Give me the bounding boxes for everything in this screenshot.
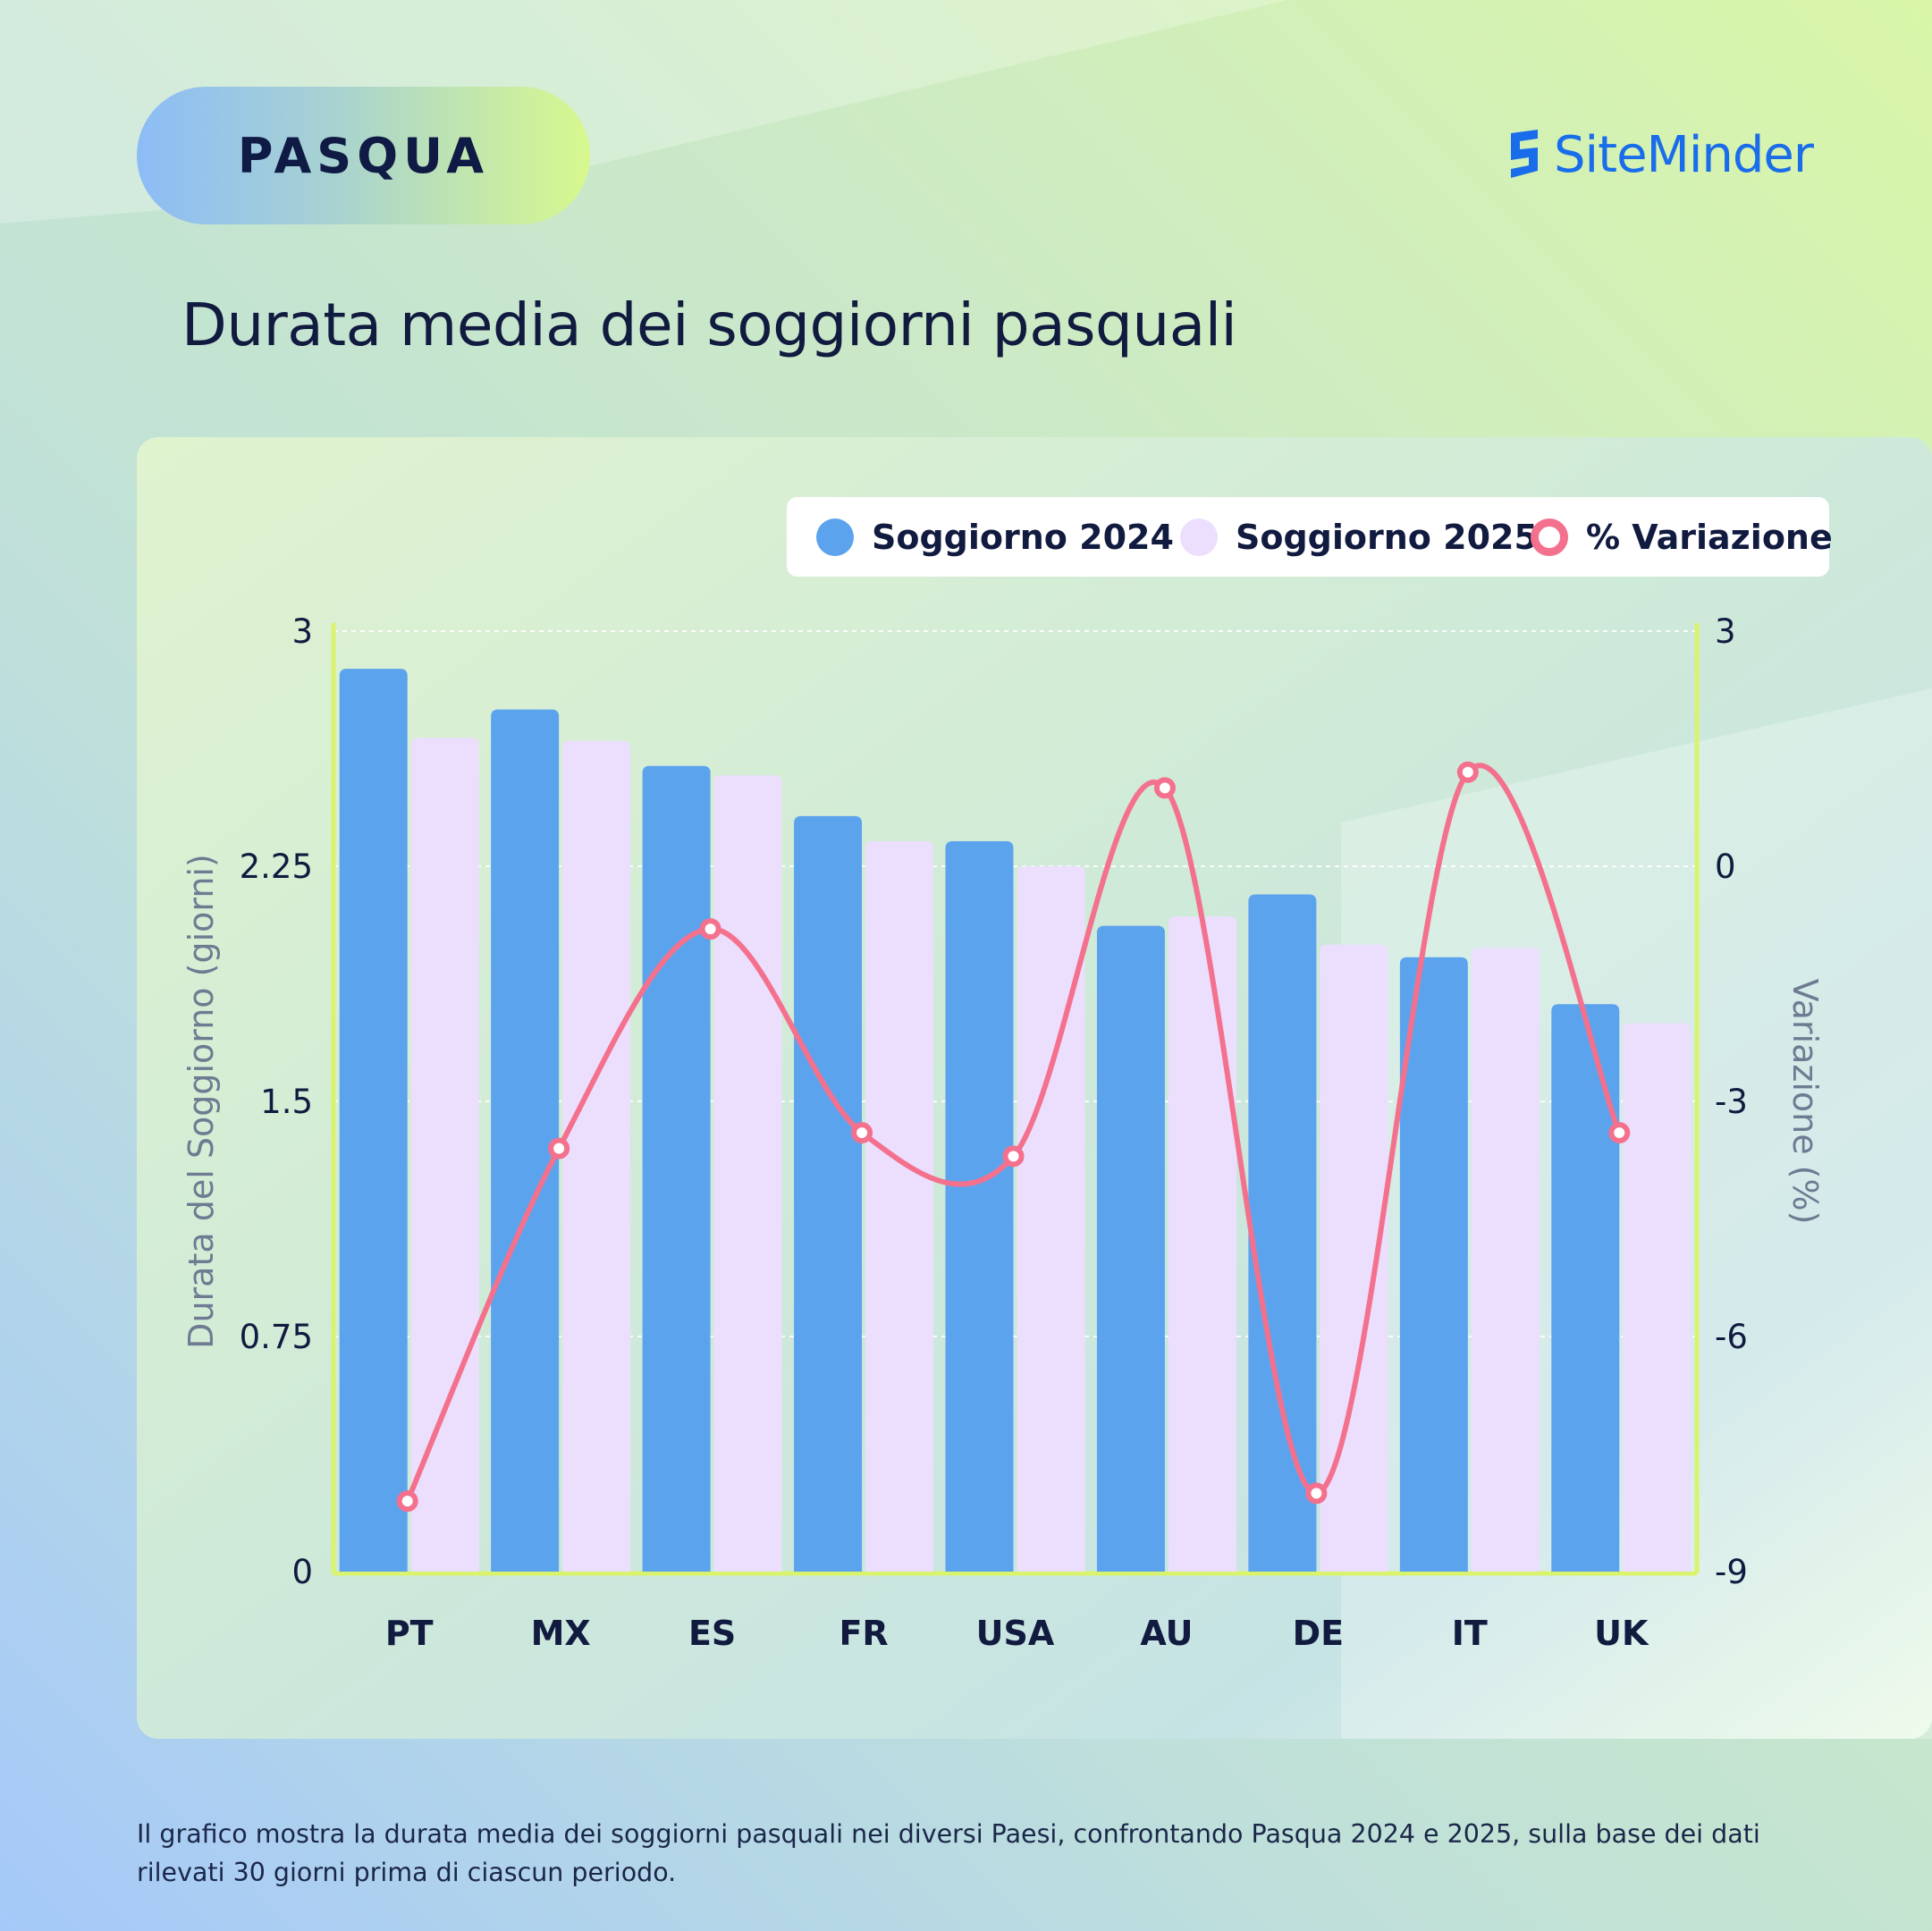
legend-item-2025: Soggiorno 2025 — [1180, 497, 1538, 577]
variation-point-uk — [1608, 1122, 1631, 1144]
bar-2025-uk — [1623, 1023, 1692, 1572]
bar-2024-uk — [1551, 1004, 1620, 1572]
variation-point-fr — [851, 1122, 873, 1144]
bar-2025-mx — [562, 740, 631, 1572]
brand-name: SiteMinder — [1554, 125, 1814, 184]
legend-item-2024: Soggiorno 2024 — [816, 497, 1174, 577]
y-axis-title: Durata del Soggiorno (giorni) — [181, 854, 221, 1349]
bar-2024-fr — [794, 815, 863, 1572]
bar-2024-mx — [491, 709, 560, 1572]
x-tick-label: ES — [688, 1614, 736, 1653]
legend-label-2025: Soggiorno 2025 — [1236, 517, 1538, 557]
variation-point-pt — [396, 1490, 418, 1513]
x-tick-label: IT — [1452, 1614, 1488, 1653]
siteminder-logo-icon — [1511, 130, 1538, 178]
bar-2025-es — [713, 775, 782, 1572]
y-tick-label: 2.25 — [240, 847, 313, 886]
bar-2025-pt — [410, 738, 479, 1572]
x-tick-label: AU — [1140, 1614, 1193, 1653]
bar-2024-it — [1399, 957, 1468, 1572]
bar-2025-it — [1471, 948, 1540, 1572]
bar-2024-usa — [945, 840, 1014, 1572]
y-tick-label: 3 — [291, 612, 313, 651]
legend-label-2024: Soggiorno 2024 — [872, 517, 1174, 557]
bar-2024-au — [1096, 925, 1165, 1572]
footnote: Il grafico mostra la durata media dei so… — [137, 1819, 1760, 1887]
variation-point-usa — [1002, 1145, 1025, 1168]
page-title: Durata media dei soggiorni pasquali — [181, 291, 1237, 359]
bar-2025-usa — [1017, 866, 1085, 1572]
category-badge: PASQUA — [137, 87, 590, 224]
badge-label: PASQUA — [237, 127, 490, 184]
legend-label-variation: % Variazione — [1586, 517, 1833, 557]
legend-swatch-variation — [1531, 518, 1568, 556]
y2-axis-title: Variazione (%) — [1785, 979, 1825, 1225]
legend-item-variation: % Variazione — [1531, 497, 1833, 577]
y-tick-label: 0.75 — [240, 1318, 313, 1356]
legend: Soggiorno 2024 Soggiorno 2025 % Variazio… — [787, 497, 1833, 577]
bar-2024-pt — [339, 669, 408, 1572]
bar-2024-de — [1248, 894, 1317, 1572]
x-tick-label: FR — [839, 1614, 888, 1653]
y-tick-label: 0 — [291, 1553, 313, 1591]
siteminder-logo: SiteMinder — [1502, 123, 1814, 186]
variation-point-mx — [548, 1137, 570, 1159]
x-tick-label: DE — [1293, 1614, 1345, 1653]
x-tick-label: UK — [1594, 1614, 1649, 1653]
legend-swatch-2024 — [816, 518, 854, 556]
variation-point-it — [1456, 761, 1479, 783]
variation-point-au — [1153, 777, 1176, 799]
y-tick-label: 1.5 — [260, 1083, 313, 1121]
x-tick-label: MX — [531, 1614, 591, 1653]
bar-2024-es — [642, 765, 711, 1572]
bar-2025-de — [1320, 944, 1388, 1572]
y2-tick-label: -6 — [1715, 1318, 1748, 1356]
variation-line — [404, 763, 1623, 1505]
y2-tick-label: 3 — [1715, 612, 1736, 651]
variation-point-es — [699, 918, 721, 940]
legend-swatch-2025 — [1180, 518, 1218, 556]
x-tick-label: USA — [976, 1614, 1055, 1653]
y2-tick-label: -3 — [1715, 1083, 1748, 1121]
x-tick-label: PT — [385, 1614, 434, 1653]
y2-tick-label: -9 — [1715, 1553, 1748, 1591]
bar-2025-au — [1168, 916, 1236, 1572]
bar-2025-fr — [865, 840, 934, 1572]
y2-tick-label: 0 — [1715, 847, 1736, 886]
variation-point-de — [1305, 1482, 1328, 1505]
